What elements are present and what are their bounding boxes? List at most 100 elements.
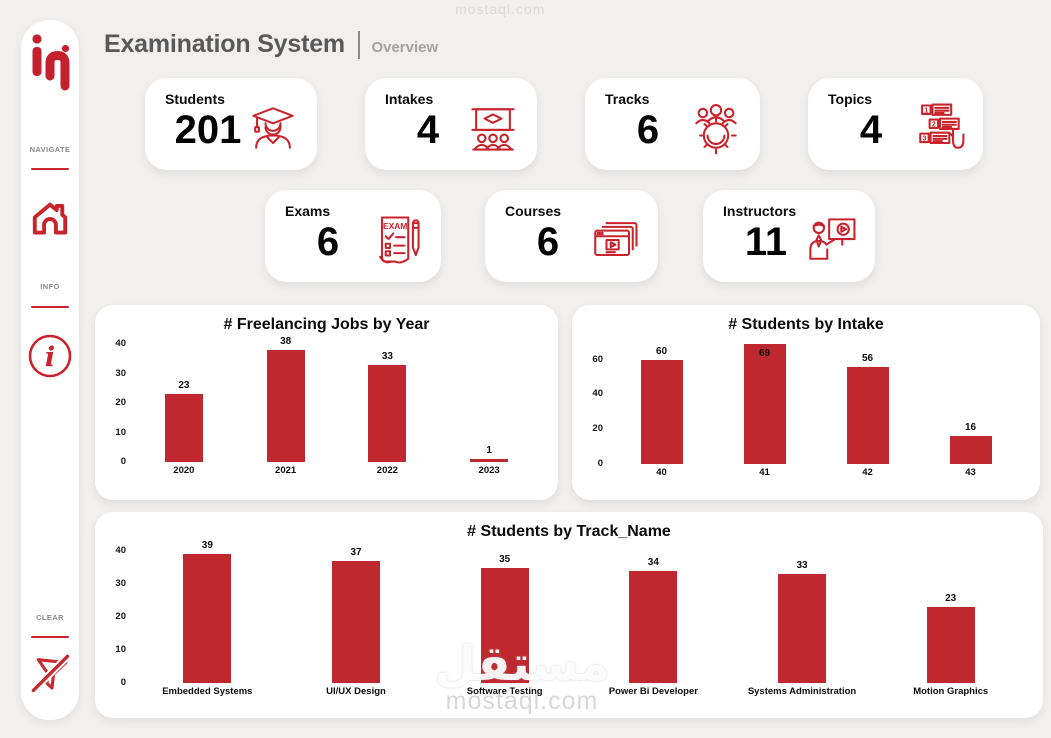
exam-sheet-icon: EXAM	[367, 210, 427, 270]
y-axis-tick: 20	[115, 611, 126, 622]
bar-slot: 1	[438, 344, 540, 462]
x-axis-label: UI/UX Design	[326, 686, 386, 697]
kpi-card-intakes: Intakes 4	[365, 78, 537, 170]
title-divider	[357, 30, 361, 59]
kpi-label: Exams	[285, 203, 331, 219]
info-section-label: INFO	[40, 282, 60, 291]
bar-value-label: 33	[796, 560, 808, 572]
chart-title: # Students by Track_Name	[467, 523, 671, 540]
bar[interactable]	[470, 459, 509, 462]
bar[interactable]	[640, 359, 683, 464]
y-axis-tick: 40	[592, 388, 603, 400]
bar[interactable]	[480, 567, 529, 683]
clear-divider	[31, 636, 69, 638]
x-axis-label: 2022	[376, 465, 398, 476]
chart-freelancing-jobs-by-year: # Freelancing Jobs by Year 0 10 20 30 40 23 3…	[95, 305, 558, 500]
x-axis-label: Power Bi Developer	[608, 686, 698, 697]
kpi-card-students: Students 201	[145, 78, 317, 170]
bar-value-label: 34	[647, 556, 659, 568]
y-axis-tick: 0	[120, 677, 126, 688]
bar-slot: 16	[919, 344, 1022, 464]
x-axis-label: 40	[656, 467, 667, 478]
kpi-card-courses: Courses 6	[485, 190, 658, 282]
bar-value-label: 60	[655, 345, 668, 357]
kpi-value: 4	[859, 108, 883, 152]
bar[interactable]	[778, 574, 827, 683]
svg-text:2: 2	[932, 121, 936, 128]
bar-slot: 69	[713, 344, 816, 464]
kpi-label: Tracks	[605, 91, 650, 107]
kpi-card-exams: Exams 6 EXAM	[265, 190, 441, 282]
bar-slot: 38	[235, 336, 337, 462]
kpi-value: 201	[174, 108, 242, 152]
kpi-value: 6	[536, 220, 560, 264]
clear-filter-icon[interactable]	[21, 648, 79, 696]
kpi-card-instructors: Instructors 11	[703, 190, 875, 282]
y-axis-tick: 60	[592, 353, 603, 365]
x-axis-label: 41	[759, 467, 770, 478]
y-axis: 0 20 40 60	[582, 344, 610, 469]
kpi-label: Students	[165, 91, 225, 107]
chart-title: # Freelancing Jobs by Year	[223, 316, 430, 333]
y-axis-tick: 10	[115, 644, 126, 655]
bar[interactable]	[183, 554, 232, 683]
classroom-icon	[463, 98, 523, 158]
chart-students-by-intake: # Students by Intake 0 20 40 60 60 69 56 16 40…	[572, 305, 1040, 500]
x-axis-label: Software Testing	[466, 686, 543, 697]
instructor-icon	[801, 210, 861, 270]
y-axis-tick: 30	[115, 578, 126, 589]
bar-slot: 37	[282, 547, 431, 683]
bar[interactable]	[846, 366, 889, 464]
kpi-card-topics: Topics 4 1 2 3	[808, 78, 983, 170]
bar-value-label: 69	[758, 348, 771, 359]
x-axis-labels: Embedded Systems UI/UX Design Software Tes…	[95, 683, 1043, 697]
page-title: Examination System	[104, 30, 345, 58]
bar[interactable]	[164, 394, 203, 462]
bar-value-label: 23	[945, 593, 957, 605]
home-icon[interactable]	[21, 196, 79, 242]
bar-slot: 33	[337, 344, 439, 462]
y-axis-tick: 40	[115, 545, 126, 556]
kpi-label: Topics	[828, 91, 873, 107]
bar[interactable]	[629, 570, 678, 683]
kpi-card-tracks: Tracks 6	[585, 78, 760, 170]
info-divider	[31, 306, 69, 308]
bar-slot: 39	[133, 540, 282, 683]
bar[interactable]	[368, 364, 407, 462]
bar-value-label: 35	[499, 553, 511, 565]
bar[interactable]	[332, 560, 380, 683]
svg-text:1: 1	[924, 107, 928, 114]
kpi-value: 6	[636, 108, 660, 152]
bar-slot: 56	[816, 344, 919, 464]
bar-value-label: 38	[280, 335, 292, 347]
info-icon[interactable]: i	[21, 332, 79, 380]
plot-area: 39 37 35 34 33 23	[133, 540, 1025, 683]
bar-value-label: 37	[350, 546, 362, 558]
page-header: Examination System Overview	[104, 30, 438, 59]
x-axis-label: Systems Administration	[747, 686, 857, 697]
kpi-label: Intakes	[385, 91, 434, 107]
x-axis-label: 43	[965, 467, 976, 478]
bar-slot: 33	[728, 551, 877, 683]
y-axis: 0 10 20 30 40	[105, 338, 133, 467]
svg-text:EXAM: EXAM	[383, 221, 407, 231]
graduate-student-icon	[243, 98, 303, 158]
x-axis-label: 2020	[173, 465, 195, 476]
svg-text:i: i	[45, 342, 55, 373]
numbered-list-icon: 1 2 3	[909, 98, 969, 158]
chart-title: # Students by Intake	[728, 316, 884, 333]
bar-value-label: 16	[964, 422, 977, 434]
bar[interactable]	[949, 436, 992, 464]
x-axis-labels: 40 41 42 43	[572, 464, 1040, 478]
y-axis-tick: 0	[597, 458, 603, 469]
bar-value-label: 56	[861, 352, 874, 364]
x-axis-labels: 2020 2021 2022 2023	[95, 462, 558, 476]
x-axis-label: Embedded Systems	[162, 686, 253, 697]
bar[interactable]	[743, 344, 786, 464]
bar[interactable]	[266, 349, 305, 462]
bar[interactable]	[926, 607, 975, 683]
y-axis-tick: 20	[592, 423, 603, 435]
y-axis-tick: 0	[120, 456, 126, 467]
bar-value-label: 33	[381, 350, 393, 362]
navigate-section-label: NAVIGATE	[29, 145, 71, 154]
